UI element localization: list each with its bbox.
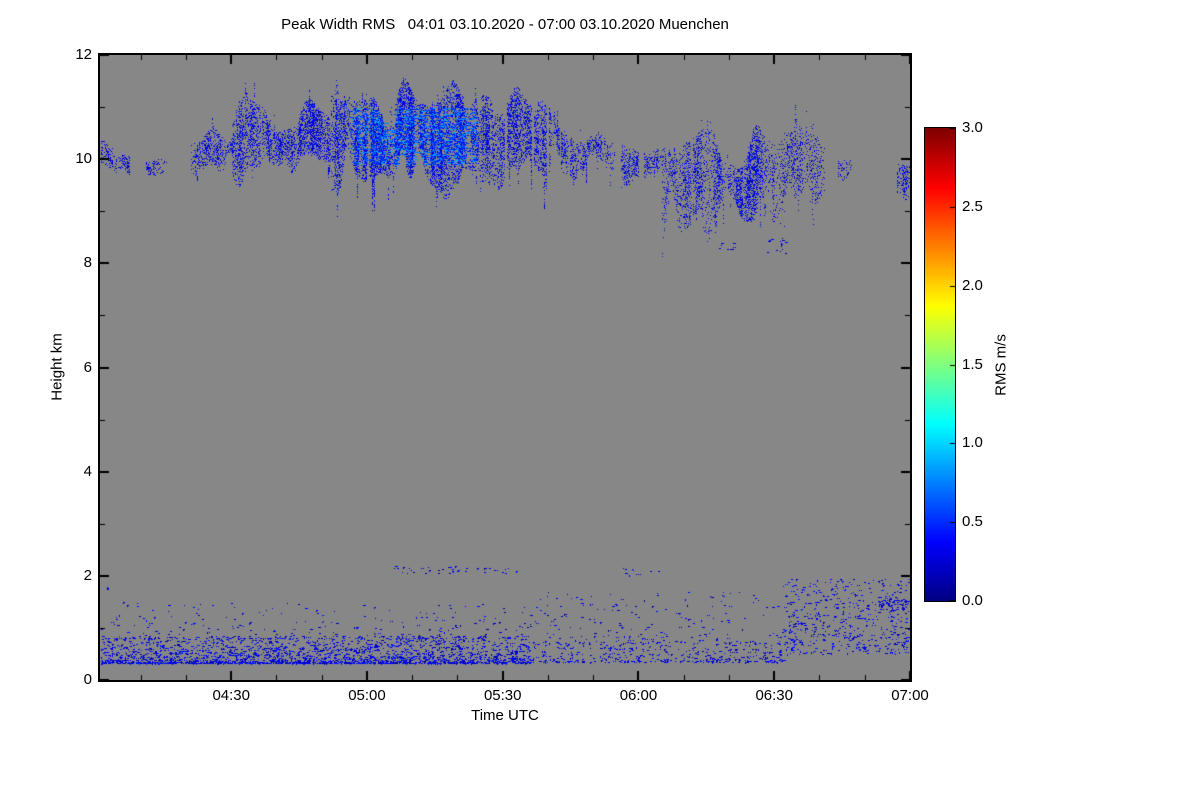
y-axis-tick-label: 2 — [83, 566, 92, 584]
y-axis-tick-label: 0 — [83, 671, 92, 688]
y-axis-tick-label: 10 — [75, 150, 92, 168]
colorbar-tick-label: 1.0 — [962, 434, 983, 452]
y-axis-tick-label: 12 — [75, 46, 92, 63]
y-axis-tick-label: 8 — [83, 254, 92, 272]
x-axis-label: Time UTC — [471, 707, 539, 724]
x-axis-tick-label: 05:00 — [348, 687, 386, 704]
x-axis-tick-label: 07:00 — [891, 687, 929, 704]
heatmap-plot — [98, 53, 912, 682]
x-axis-tick-label: 04:30 — [212, 687, 250, 704]
y-axis-tick-label: 4 — [83, 462, 92, 480]
colorbar-tick-label: 1.5 — [962, 355, 983, 373]
x-axis-tick-label: 06:30 — [755, 687, 793, 704]
colorbar-tick-label: 3.0 — [962, 119, 983, 136]
colorbar-tick-label: 2.5 — [962, 197, 983, 215]
y-axis-tick-label: 6 — [83, 358, 92, 376]
colorbar-tick-label: 2.0 — [962, 276, 983, 294]
colorbar-tick-label: 0.5 — [962, 513, 983, 531]
colorbar — [924, 127, 956, 602]
x-axis-tick-label: 05:30 — [483, 687, 522, 704]
x-axis-tick-label: 06:00 — [619, 687, 658, 704]
chart-title: Peak Width RMS 04:01 03.10.2020 - 07:00 … — [281, 16, 729, 33]
colorbar-tick-label: 0.0 — [962, 592, 983, 609]
